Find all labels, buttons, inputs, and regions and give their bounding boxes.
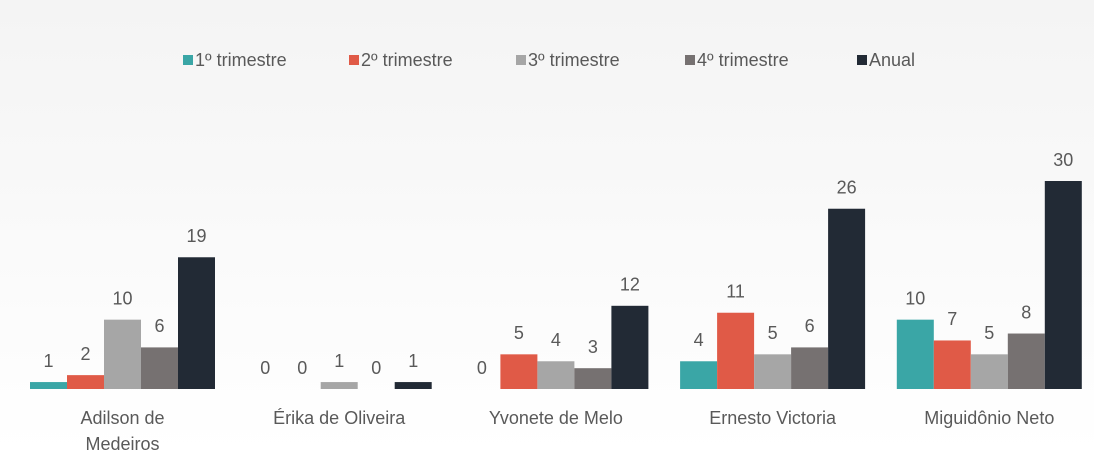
bar xyxy=(933,340,971,389)
bar xyxy=(680,361,718,389)
value-label: 30 xyxy=(1053,150,1073,170)
value-label: 1 xyxy=(43,351,53,371)
legend-swatch xyxy=(857,55,867,65)
category-label: Ernesto Victoria xyxy=(709,408,836,428)
bar xyxy=(754,354,792,389)
bar xyxy=(1044,181,1082,389)
value-label: 2 xyxy=(80,344,90,364)
category-label: Érika de Oliveira xyxy=(273,408,406,428)
category-label: Adilson de Medeiros xyxy=(80,408,165,454)
value-label: 5 xyxy=(768,323,778,343)
value-label: 19 xyxy=(186,226,206,246)
legend-label: 2º trimestre xyxy=(361,50,453,70)
bar xyxy=(67,375,104,389)
bar xyxy=(1007,333,1045,389)
bar xyxy=(30,382,67,389)
value-label: 7 xyxy=(947,309,957,329)
legend-swatch xyxy=(685,55,695,65)
bar xyxy=(394,382,432,389)
legend-label: 4º trimestre xyxy=(697,50,789,70)
value-label: 3 xyxy=(588,337,598,357)
bar xyxy=(574,368,612,389)
category-label: Miguidônio Neto xyxy=(924,408,1055,428)
bar xyxy=(500,354,538,389)
value-label: 4 xyxy=(551,330,561,350)
legend-label: 1º trimestre xyxy=(195,50,287,70)
category-label: Yvonete de Melo xyxy=(488,408,623,428)
bar xyxy=(717,312,755,389)
value-label: 6 xyxy=(805,316,815,336)
bar xyxy=(970,354,1008,389)
value-label: 12 xyxy=(620,275,640,295)
bar xyxy=(896,319,934,389)
value-label: 4 xyxy=(694,330,704,350)
bar xyxy=(791,347,829,389)
value-label: 11 xyxy=(726,281,745,301)
bar xyxy=(104,319,141,389)
value-label: 8 xyxy=(1021,302,1031,322)
value-label: 0 xyxy=(297,358,307,378)
legend-label: Anual xyxy=(869,50,915,70)
bar xyxy=(828,208,866,389)
bar xyxy=(537,361,575,389)
value-label: 10 xyxy=(112,288,132,308)
value-label: 0 xyxy=(371,358,381,378)
legend-swatch xyxy=(183,55,193,65)
bar xyxy=(178,257,215,389)
value-label: 0 xyxy=(477,358,487,378)
bar xyxy=(611,305,649,389)
value-label: 6 xyxy=(154,316,164,336)
bar xyxy=(320,382,358,389)
value-label: 5 xyxy=(514,323,524,343)
legend-label: 3º trimestre xyxy=(528,50,620,70)
value-label: 10 xyxy=(905,288,925,308)
legend-swatch xyxy=(349,55,359,65)
value-label: 0 xyxy=(260,358,270,378)
legend-swatch xyxy=(516,55,526,65)
value-label: 1 xyxy=(408,351,418,371)
value-label: 1 xyxy=(334,351,344,371)
value-label: 26 xyxy=(837,177,857,197)
bar xyxy=(141,347,178,389)
value-label: 5 xyxy=(984,323,994,343)
